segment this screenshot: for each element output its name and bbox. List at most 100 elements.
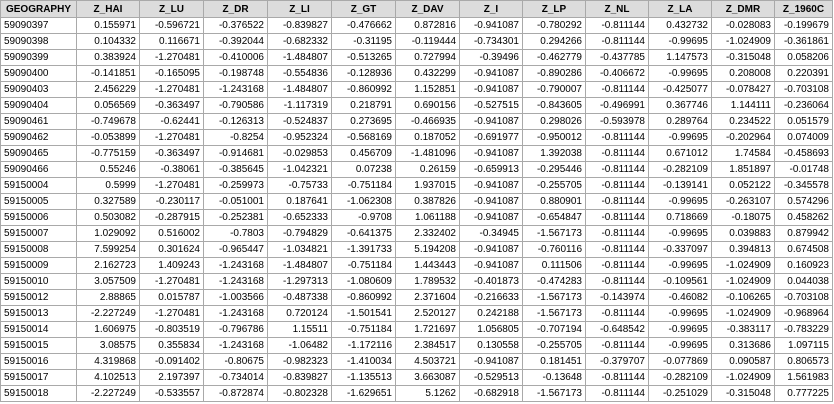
table-cell[interactable]: 0.516002 (139, 225, 204, 242)
table-cell[interactable]: 0.298026 (522, 113, 586, 130)
table-cell[interactable]: -0.703108 (774, 289, 833, 306)
table-cell[interactable]: 4.102513 (76, 369, 140, 386)
table-cell[interactable]: -0.18075 (711, 209, 775, 226)
table-cell[interactable]: -0.315048 (711, 49, 775, 66)
table-cell[interactable]: -0.99695 (648, 65, 712, 82)
table-cell[interactable]: 2.88865 (76, 289, 140, 306)
table-cell[interactable]: 1.056805 (459, 321, 523, 338)
table-cell[interactable]: 59150007 (0, 225, 77, 242)
table-cell[interactable]: -0.99695 (648, 193, 712, 210)
table-cell[interactable]: 2.197397 (139, 369, 204, 386)
table-cell[interactable]: -0.811144 (585, 369, 649, 386)
table-cell[interactable]: -0.941087 (459, 17, 523, 34)
table-cell[interactable]: -0.968964 (774, 305, 833, 322)
table-cell[interactable]: -0.078427 (711, 81, 775, 98)
table-cell[interactable]: 0.187641 (267, 193, 332, 210)
table-cell[interactable]: -0.287915 (139, 209, 204, 226)
table-cell[interactable]: -1.034821 (267, 241, 332, 258)
table-cell[interactable]: -0.053899 (76, 129, 140, 146)
table-cell[interactable]: -1.270481 (139, 273, 204, 290)
table-cell[interactable]: -0.62441 (139, 113, 204, 130)
table-cell[interactable]: -0.99695 (648, 321, 712, 338)
table-cell[interactable]: 0.55246 (76, 161, 140, 178)
table-cell[interactable]: 0.056569 (76, 97, 140, 114)
table-row[interactable]: 59090461 -0.749678 -0.62441 -0.126313 -0.524… (0, 113, 833, 130)
table-cell[interactable]: 0.07238 (331, 161, 396, 178)
table-cell[interactable]: -0.811144 (585, 81, 649, 98)
table-cell[interactable]: -0.941087 (459, 193, 523, 210)
table-cell[interactable]: 1.392038 (522, 145, 586, 162)
table-cell[interactable]: -1.024909 (711, 273, 775, 290)
table-cell[interactable]: -1.484807 (267, 49, 332, 66)
table-cell[interactable]: -2.227249 (76, 385, 140, 402)
table-cell[interactable]: -0.251029 (648, 385, 712, 402)
table-cell[interactable]: 0.289764 (648, 113, 712, 130)
column-header-z-li[interactable]: Z_LI (267, 0, 332, 18)
table-cell[interactable]: -0.462779 (522, 49, 586, 66)
table-cell[interactable]: 59150015 (0, 337, 77, 354)
table-row[interactable]: 59090399 0.383924 -1.270481 -0.410006 -1.484… (0, 49, 833, 66)
table-cell[interactable]: -0.965447 (203, 241, 268, 258)
table-cell[interactable]: -1.243168 (203, 305, 268, 322)
table-cell[interactable]: -0.839827 (267, 369, 332, 386)
table-cell[interactable]: -0.263107 (711, 193, 775, 210)
table-cell[interactable]: 59150013 (0, 305, 77, 322)
column-header-z-dmr[interactable]: Z_DMR (711, 0, 775, 18)
table-cell[interactable]: -0.811144 (585, 385, 649, 402)
table-cell[interactable]: -0.950012 (522, 129, 586, 146)
table-cell[interactable]: -1.270481 (139, 177, 204, 194)
column-header-z-1960c[interactable]: Z_1960C (774, 0, 833, 18)
table-cell[interactable]: 4.503721 (395, 353, 460, 370)
table-cell[interactable]: -0.527515 (459, 97, 523, 114)
table-cell[interactable]: 0.218791 (331, 97, 396, 114)
table-cell[interactable]: -0.941087 (459, 177, 523, 194)
table-row[interactable]: 59090403 2.456229 -1.270481 -1.243168 -1.484… (0, 81, 833, 98)
table-cell[interactable]: -0.425077 (648, 81, 712, 98)
table-cell[interactable]: -0.811144 (585, 161, 649, 178)
table-cell[interactable]: -0.811144 (585, 337, 649, 354)
table-cell[interactable]: 1.561983 (774, 369, 833, 386)
table-cell[interactable]: -1.567173 (522, 289, 586, 306)
table-cell[interactable]: -0.860992 (331, 81, 396, 98)
table-cell[interactable]: -0.941087 (459, 145, 523, 162)
table-cell[interactable]: -0.802328 (267, 385, 332, 402)
table-cell[interactable]: 1.937015 (395, 177, 460, 194)
table-cell[interactable]: -0.109561 (648, 273, 712, 290)
table-cell[interactable]: -0.941087 (459, 113, 523, 130)
table-cell[interactable]: -1.024909 (711, 305, 775, 322)
table-cell[interactable]: 0.432732 (648, 17, 712, 34)
table-cell[interactable]: -1.297313 (267, 273, 332, 290)
table-cell[interactable]: -0.99695 (648, 305, 712, 322)
table-cell[interactable]: 59090465 (0, 145, 77, 162)
table-cell[interactable]: -0.914681 (203, 145, 268, 162)
table-cell[interactable]: 59090403 (0, 81, 77, 98)
table-cell[interactable]: -1.567173 (522, 225, 586, 242)
table-cell[interactable]: -0.38061 (139, 161, 204, 178)
table-cell[interactable]: -0.796786 (203, 321, 268, 338)
table-cell[interactable]: 0.220391 (774, 65, 833, 82)
table-cell[interactable]: -0.99695 (648, 129, 712, 146)
table-cell[interactable]: -1.629651 (331, 385, 396, 402)
table-row[interactable]: 59090400 -0.141851 -0.165095 -0.198748 -0.55… (0, 65, 833, 82)
table-cell[interactable]: 0.5999 (76, 177, 140, 194)
table-cell[interactable]: 0.015787 (139, 289, 204, 306)
table-cell[interactable]: -0.216633 (459, 289, 523, 306)
table-cell[interactable]: -0.890286 (522, 65, 586, 82)
table-cell[interactable]: -1.024909 (711, 33, 775, 50)
table-cell[interactable]: -0.794829 (267, 225, 332, 242)
table-cell[interactable]: -0.941087 (459, 353, 523, 370)
table-cell[interactable]: 59090462 (0, 129, 77, 146)
table-cell[interactable]: 59150012 (0, 289, 77, 306)
table-cell[interactable]: 59090461 (0, 113, 77, 130)
table-cell[interactable]: -0.751184 (331, 257, 396, 274)
table-cell[interactable]: -0.843605 (522, 97, 586, 114)
table-cell[interactable]: -0.860992 (331, 289, 396, 306)
table-cell[interactable]: -0.554836 (267, 65, 332, 82)
table-cell[interactable]: -0.437785 (585, 49, 649, 66)
table-cell[interactable]: 0.130558 (459, 337, 523, 354)
table-cell[interactable]: -0.406672 (585, 65, 649, 82)
table-cell[interactable]: 0.394813 (711, 241, 775, 258)
table-cell[interactable]: -0.259973 (203, 177, 268, 194)
table-cell[interactable]: -0.077869 (648, 353, 712, 370)
table-cell[interactable]: 0.432299 (395, 65, 460, 82)
